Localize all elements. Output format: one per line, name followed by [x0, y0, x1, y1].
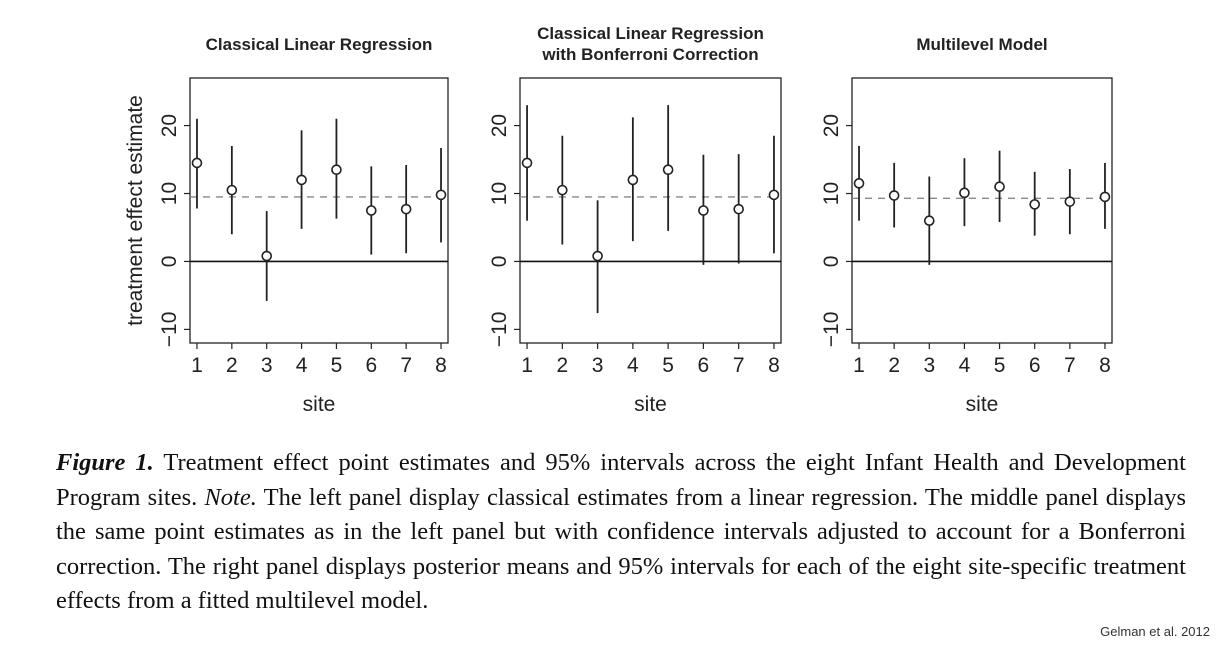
panel-2: 1 2 3 4 5 6 7 8 −10 0 10 20 site Classical Linear Reg… [488, 24, 782, 416]
x-tick-label: 7 [733, 354, 745, 377]
panel-title: Multilevel Model [916, 35, 1047, 54]
x-tick-label: 7 [400, 354, 412, 377]
x-tick-label: 8 [768, 354, 780, 377]
x-tick-label: 4 [296, 354, 308, 377]
y-axis-label: treatment effect estimate [124, 95, 147, 326]
y-tick-label: 0 [158, 256, 181, 268]
plot-frame [519, 77, 782, 344]
y-tick-label: 0 [488, 256, 511, 268]
panel-3: 1 2 3 4 5 6 7 8 −10 0 10 20 site Multilevel Model [820, 35, 1113, 416]
x-tick-label: 1 [853, 354, 865, 377]
estimate-point-site-5 [994, 181, 1005, 193]
x-tick-label: 2 [556, 354, 568, 377]
estimate-point-site-3 [592, 250, 603, 262]
y-tick-label: 10 [158, 182, 181, 205]
estimate-point-site-6 [698, 205, 709, 216]
x-tick-label: 3 [923, 354, 935, 377]
estimate-point-site-4 [959, 187, 970, 199]
y-tick-label: 20 [820, 114, 843, 137]
estimate-point-site-3 [923, 215, 935, 226]
estimate-point-site-5 [331, 164, 342, 176]
panel-title: Classical Linear Regression [537, 24, 764, 43]
figure-caption: Figure 1. Treatment effect point estimat… [56, 446, 1186, 619]
x-tick-label: 8 [1099, 354, 1111, 377]
x-tick-label: 1 [521, 354, 533, 377]
x-tick-label: 2 [888, 354, 900, 377]
estimate-point-site-7 [1064, 196, 1076, 207]
x-axis-label: site [303, 393, 336, 416]
x-axis-label: site [966, 393, 999, 416]
x-axis-label: site [634, 393, 667, 416]
estimate-point-site-2 [226, 184, 238, 196]
estimate-point-site-2 [557, 184, 568, 196]
caption-text-1: Treatment effect point estimates and 95%… [56, 449, 1186, 511]
y-tick-label: −10 [158, 312, 181, 348]
x-tick-label: 8 [435, 354, 447, 377]
plot-frame [189, 77, 449, 344]
x-tick-label: 4 [959, 354, 971, 377]
estimate-point-site-8 [435, 189, 447, 201]
y-tick-label: 20 [488, 114, 511, 137]
x-tick-label: 6 [365, 354, 377, 377]
y-tick-label: 20 [158, 114, 181, 137]
x-tick-label: 6 [698, 354, 710, 377]
estimate-point-site-4 [627, 174, 639, 186]
y-tick-label: 10 [820, 182, 843, 205]
x-tick-label: 1 [191, 354, 203, 377]
estimate-point-site-1 [191, 157, 203, 169]
x-tick-label: 5 [662, 354, 674, 377]
x-tick-label: 3 [592, 354, 604, 377]
estimate-point-site-6 [365, 205, 377, 216]
estimate-point-site-6 [1029, 199, 1041, 210]
estimate-point-site-8 [1099, 191, 1111, 203]
y-tick-label: −10 [820, 312, 843, 348]
estimate-point-site-2 [888, 190, 900, 201]
caption-text-2: The left panel display classical estimat… [56, 483, 1186, 615]
x-tick-label: 4 [627, 354, 639, 377]
x-tick-label: 7 [1064, 354, 1076, 377]
source-credit: Gelman et al. 2012 [1100, 624, 1210, 639]
panel-1: 1 2 3 4 5 6 7 8 −10 0 10 20 site treatment effect est… [124, 35, 449, 416]
estimate-point-site-7 [400, 203, 412, 215]
x-tick-label: 6 [1029, 354, 1041, 377]
x-tick-label: 2 [226, 354, 238, 377]
x-tick-label: 5 [994, 354, 1006, 377]
estimate-point-site-5 [662, 164, 674, 176]
estimate-point-site-4 [296, 174, 307, 186]
panel-title: Classical Linear Regression [206, 35, 433, 54]
plot-frame [851, 77, 1113, 344]
panel-title: with Bonferroni Correction [541, 45, 758, 64]
caption-note-label: Note. [204, 483, 257, 511]
estimate-point-site-1 [521, 157, 533, 169]
estimate-point-site-7 [733, 203, 744, 215]
estimate-point-site-1 [853, 178, 865, 189]
caption-lead: Figure 1. [56, 449, 154, 476]
y-tick-label: 10 [488, 182, 511, 205]
estimate-point-site-3 [261, 250, 273, 262]
y-tick-label: 0 [820, 256, 843, 268]
x-tick-label: 5 [331, 354, 343, 377]
x-tick-label: 3 [261, 354, 273, 377]
y-tick-label: −10 [488, 312, 511, 348]
estimate-point-site-8 [768, 189, 780, 201]
